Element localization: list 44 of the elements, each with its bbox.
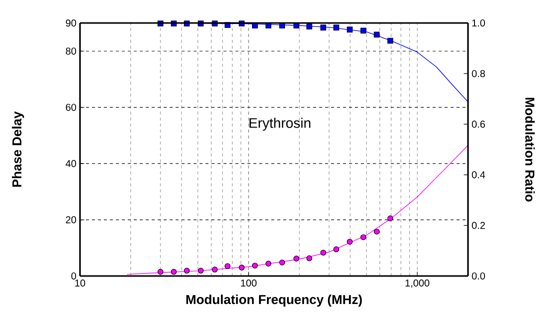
y-tick-label: 80 (66, 48, 76, 55)
y2-tick-label: 1.0 (472, 19, 485, 27)
point (320, 250, 326, 256)
y2-tick-label: 0.4 (472, 171, 486, 178)
point (333, 246, 340, 252)
point (360, 234, 366, 240)
point (198, 268, 204, 274)
y-tick-label: 40 (66, 160, 76, 168)
point (170, 268, 177, 275)
point (224, 263, 230, 270)
point (333, 24, 340, 30)
point (238, 264, 245, 270)
point (266, 260, 272, 267)
point (158, 268, 164, 275)
y2-tick-label: 0.8 (472, 70, 485, 78)
y-tick-label: 20 (66, 216, 76, 224)
point (346, 238, 353, 245)
point (320, 24, 326, 30)
point (279, 260, 286, 266)
x-tick-label: 10 (75, 280, 86, 287)
annotation: Erythrosin (250, 118, 310, 131)
point (346, 26, 353, 32)
y-axis-title: Phase Delay (12, 111, 24, 187)
y2-tick-label: 0.0 (472, 272, 485, 280)
point (252, 262, 258, 268)
y-tick-label: 60 (66, 104, 76, 111)
y-tick-label: 0 (71, 272, 76, 280)
x-tick-label: 1,000 (406, 280, 430, 288)
point (306, 24, 312, 30)
point (387, 38, 394, 44)
point (360, 28, 366, 34)
point (387, 215, 394, 222)
y2-tick-label: 0.2 (472, 222, 485, 229)
point (306, 255, 312, 262)
point (293, 256, 300, 262)
y2-tick-label: 0.6 (472, 120, 485, 128)
x-tick-label: 100 (241, 280, 257, 287)
point (212, 266, 218, 272)
y-tick-label: 90 (66, 19, 76, 27)
x-axis-title: Modulation Frequency (MHz) (186, 294, 362, 307)
point (374, 32, 380, 38)
point (374, 228, 380, 234)
y2-axis-title: Modulation Ratio (525, 98, 535, 202)
point (184, 268, 190, 274)
